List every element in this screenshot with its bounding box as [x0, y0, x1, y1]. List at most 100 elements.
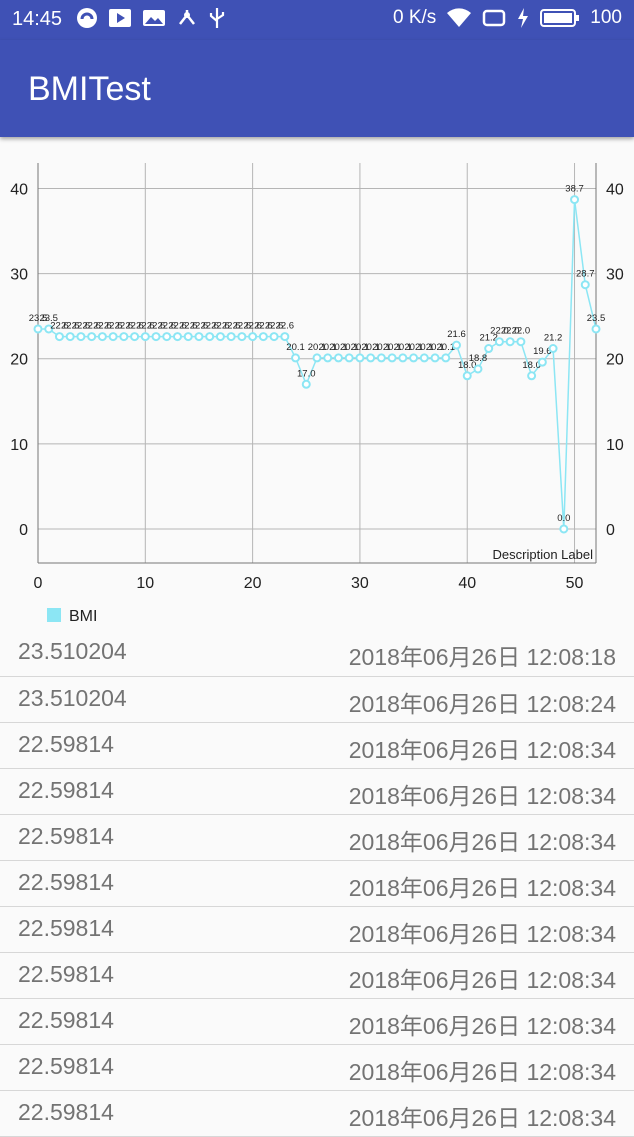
sim-icon: [483, 9, 506, 27]
data-label: 23.5: [587, 313, 606, 324]
y-tick-label-right: 10: [606, 437, 624, 454]
data-point: [205, 332, 215, 342]
legend-swatch: [47, 608, 61, 622]
data-point: [462, 371, 472, 381]
app-title: BMITest: [28, 70, 151, 108]
bmi-record-list[interactable]: 23.510204 2018年06月26日 12:08:18 23.510204 20…: [0, 630, 634, 1137]
data-point: [269, 332, 279, 342]
chart-description: Description Label: [493, 547, 594, 562]
record-timestamp: 2018年06月26日 12:08:24: [348, 691, 616, 717]
data-label: 22.6: [104, 321, 123, 332]
data-point: [194, 332, 204, 342]
list-item[interactable]: 22.59814 2018年06月26日 12:08:34: [0, 999, 634, 1045]
series-line: [38, 199, 597, 530]
record-timestamp: 2018年06月26日 12:08:34: [348, 967, 616, 993]
data-label: 22.6: [125, 321, 144, 332]
data-label: 20.1: [340, 342, 359, 353]
record-timestamp: 2018年06月26日 12:08:34: [348, 1013, 616, 1039]
battery-level: 100: [590, 7, 622, 28]
data-label: 22.6: [168, 321, 187, 332]
data-point: [258, 332, 268, 342]
y-tick-label-right: 40: [606, 182, 624, 199]
y-tick-label-right: 30: [606, 267, 624, 284]
data-label: 19.6: [533, 346, 552, 357]
x-tick-label: 40: [458, 575, 476, 592]
data-point: [548, 344, 558, 354]
data-label: 0.0: [557, 513, 570, 524]
data-label: 22.6: [276, 321, 295, 332]
data-point: [409, 353, 419, 363]
data-label: 20.1: [404, 342, 423, 353]
data-point: [65, 332, 75, 342]
data-point: [119, 332, 129, 342]
bmi-value: 22.59814: [18, 1053, 114, 1079]
list-item[interactable]: 22.59814 2018年06月26日 12:08:34: [0, 723, 634, 769]
data-point: [291, 353, 301, 363]
y-tick-label-left: 30: [10, 267, 28, 284]
data-label: 20.1: [437, 342, 456, 353]
data-label: 22.6: [115, 321, 134, 332]
data-label: 22.6: [82, 321, 101, 332]
list-item[interactable]: 22.59814 2018年06月26日 12:08:34: [0, 769, 634, 815]
data-point: [430, 353, 440, 363]
y-tick-label-right: 20: [606, 352, 624, 369]
data-label: 21.2: [479, 333, 498, 344]
data-label: 20.1: [286, 342, 305, 353]
image-icon: [143, 10, 165, 26]
list-item[interactable]: 22.59814 2018年06月26日 12:08:34: [0, 1045, 634, 1091]
data-label: 22.6: [190, 321, 209, 332]
data-label: 22.6: [211, 321, 230, 332]
list-item[interactable]: 23.510204 2018年06月26日 12:08:18: [0, 630, 634, 677]
bmi-value: 23.510204: [18, 685, 127, 711]
data-label: 22.6: [200, 321, 219, 332]
list-item[interactable]: 22.59814 2018年06月26日 12:08:34: [0, 1091, 634, 1137]
list-item[interactable]: 22.59814 2018年06月26日 12:08:34: [0, 953, 634, 999]
play-store-icon: [109, 9, 131, 27]
list-item[interactable]: 22.59814 2018年06月26日 12:08:34: [0, 907, 634, 953]
data-point: [312, 353, 322, 363]
data-point: [452, 340, 461, 350]
data-point: [484, 344, 494, 354]
sync-icon: [77, 8, 97, 28]
data-label: 17.0: [297, 368, 316, 379]
data-label: 22.6: [72, 321, 91, 332]
data-point: [33, 324, 43, 334]
data-label: 38.7: [565, 184, 584, 195]
bmi-value: 22.59814: [18, 915, 114, 941]
list-item[interactable]: 23.510204 2018年06月26日 12:08:24: [0, 677, 634, 723]
bmi-value: 22.59814: [18, 1007, 114, 1033]
bmi-value: 22.59814: [18, 777, 114, 803]
data-label: 20.1: [372, 342, 391, 353]
data-point: [87, 332, 97, 342]
legend-label: BMI: [69, 608, 97, 625]
data-point: [473, 364, 483, 374]
data-point: [162, 332, 172, 342]
app-bar: BMITest: [0, 40, 634, 137]
data-label: 22.6: [179, 321, 198, 332]
data-point: [333, 353, 343, 363]
data-label: 22.6: [233, 321, 252, 332]
x-tick-label: 50: [566, 575, 584, 592]
data-label: 20.1: [383, 342, 402, 353]
list-item[interactable]: 22.59814 2018年06月26日 12:08:34: [0, 815, 634, 861]
data-point: [151, 332, 161, 342]
list-item[interactable]: 22.59814 2018年06月26日 12:08:34: [0, 861, 634, 907]
data-point: [173, 332, 182, 342]
bmi-value: 22.59814: [18, 961, 114, 987]
x-tick-label: 30: [351, 575, 369, 592]
record-timestamp: 2018年06月26日 12:08:34: [348, 783, 616, 809]
data-point: [140, 332, 150, 342]
data-point: [580, 280, 590, 290]
data-label: 28.7: [576, 269, 595, 280]
data-label: 20.1: [426, 342, 445, 353]
data-point: [301, 379, 311, 389]
data-label: 22.6: [61, 321, 80, 332]
data-point: [344, 353, 354, 363]
data-point: [76, 332, 86, 342]
data-point: [215, 332, 225, 342]
data-point: [280, 332, 290, 342]
bmi-value: 23.510204: [18, 638, 127, 664]
record-timestamp: 2018年06月26日 12:08:34: [348, 829, 616, 855]
data-label: 22.0: [512, 326, 531, 337]
